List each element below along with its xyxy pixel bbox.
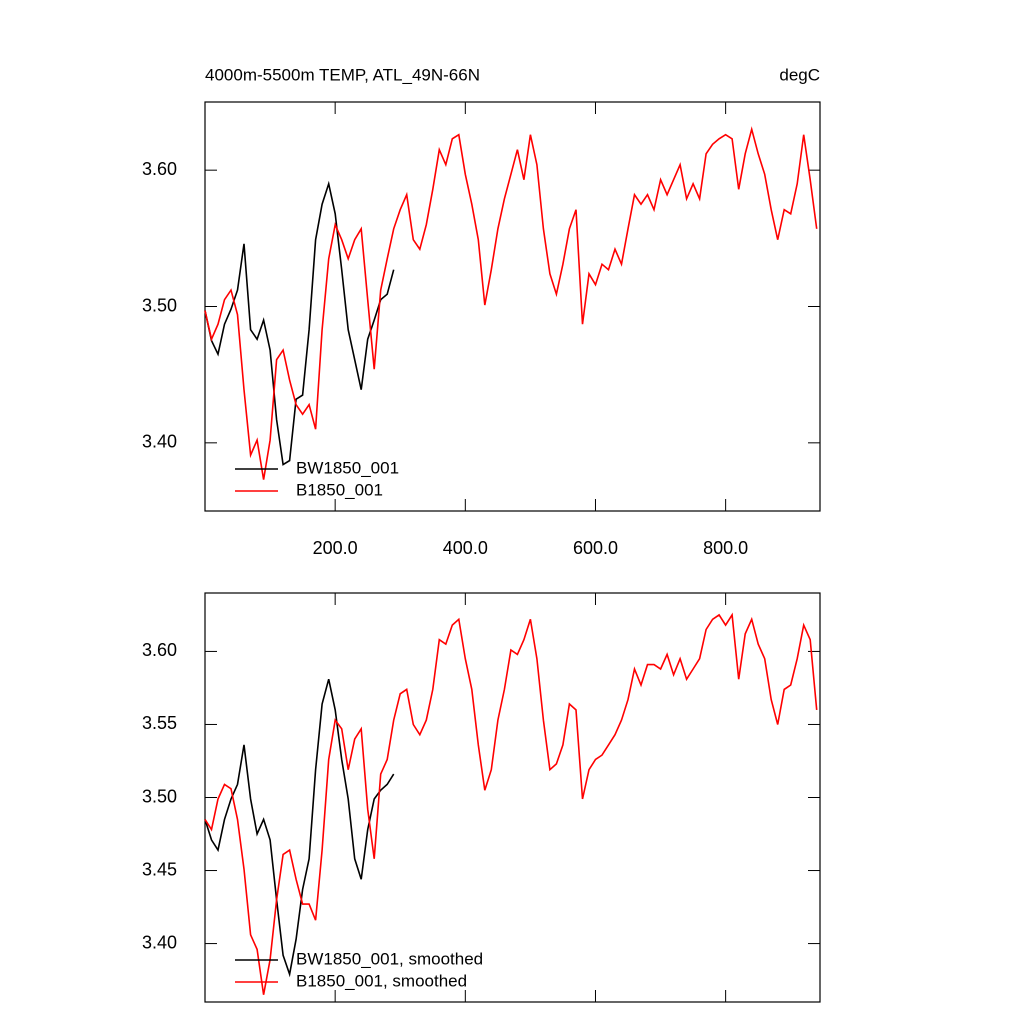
y-tick-label: 3.45	[142, 859, 177, 879]
plot-frame	[204, 101, 821, 512]
y-tick-label: 3.60	[142, 640, 177, 660]
legend-label: B1850_001, smoothed	[296, 971, 467, 990]
data-line	[204, 678, 395, 978]
x-tick-label: 200.0	[313, 538, 358, 558]
data-line	[204, 126, 818, 480]
chart-title: 4000m-5500m TEMP, ATL_49N-66N	[205, 65, 480, 84]
legend-label: BW1850_001	[296, 458, 399, 477]
legend-label: B1850_001	[296, 480, 383, 499]
y-tick-label: 3.40	[142, 932, 177, 952]
y-tick-label: 3.60	[142, 159, 177, 179]
y-tick-label: 3.50	[142, 786, 177, 806]
x-tick-label: 800.0	[703, 538, 748, 558]
units-label: degC	[779, 65, 820, 84]
legend-label: BW1850_001, smoothed	[296, 949, 483, 968]
plot-frame	[204, 592, 821, 1003]
data-line	[204, 180, 395, 466]
y-tick-label: 3.50	[142, 295, 177, 315]
y-tick-label: 3.55	[142, 713, 177, 733]
data-line	[204, 612, 818, 995]
x-tick-label: 600.0	[573, 538, 618, 558]
y-tick-label: 3.40	[142, 432, 177, 452]
x-tick-label: 400.0	[443, 538, 488, 558]
